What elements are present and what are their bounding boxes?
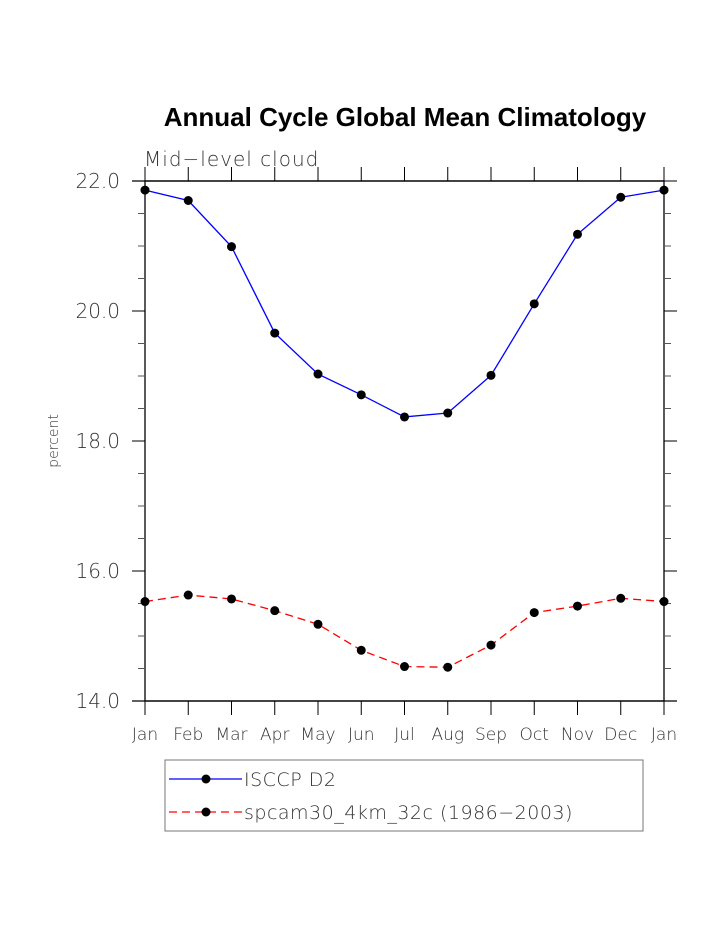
y-tick-label: 18.0 [75, 429, 120, 453]
x-tick-label: Apr [260, 725, 289, 745]
x-tick-label: Jan [132, 725, 158, 745]
data-point [616, 192, 626, 202]
data-point [183, 590, 193, 600]
data-point [270, 328, 280, 338]
x-tick-label: May [300, 725, 335, 745]
data-point [529, 299, 539, 309]
legend-marker-spcam [201, 807, 211, 817]
data-point [313, 619, 323, 629]
legend-label-isccp: ISCCP D2 [244, 769, 336, 791]
data-point [270, 606, 280, 616]
data-point [486, 370, 496, 380]
data-point [400, 412, 409, 422]
data-point [659, 185, 669, 195]
y-tick-label: 22.0 [75, 169, 120, 193]
data-point [529, 608, 539, 618]
data-point [227, 242, 236, 252]
plot-frame [144, 180, 665, 702]
legend: ISCCP D2 spcam30_4km_32c (1986−2003) [164, 759, 644, 832]
plot-axes [132, 167, 677, 715]
data-point [443, 662, 453, 672]
series-line-1 [144, 594, 665, 668]
x-tick-label: Dec [604, 725, 637, 745]
data-point [140, 597, 150, 607]
legend-marker-isccp [201, 774, 211, 784]
data-point [183, 196, 193, 205]
x-tick-label: Feb [173, 725, 203, 745]
y-tick-label: 14.0 [75, 689, 120, 713]
x-tick-label: Oct [520, 725, 549, 745]
x-tick-label: Mar [215, 725, 247, 745]
legend-label-spcam: spcam30_4km_32c (1986−2003) [244, 802, 573, 824]
data-point [486, 640, 496, 650]
x-tick-label: Sep [475, 725, 507, 745]
legend-box [164, 759, 644, 832]
chart-title: Annual Cycle Global Mean Climatology [164, 102, 647, 132]
data-point [140, 185, 150, 195]
x-tick-labels: Jan Feb Mar Apr May Jun Jul Aug Sep Oct Nov Dec Jan [132, 725, 677, 745]
data-point [616, 593, 626, 603]
x-tick-label: Jun [348, 725, 375, 745]
data-point [573, 601, 582, 611]
data-point [356, 390, 366, 400]
y-axis-label: percent [46, 414, 62, 468]
y-tick-label: 16.0 [75, 559, 120, 583]
data-point [659, 597, 669, 607]
data-point [573, 229, 582, 239]
data-point [313, 369, 323, 379]
x-tick-label: Nov [561, 725, 594, 745]
x-tick-label: Jan [651, 725, 677, 745]
data-point [227, 594, 236, 604]
data-point [400, 662, 409, 672]
y-tick-labels: 14.0 16.0 18.0 20.0 22.0 [75, 169, 120, 713]
series-line-0 [144, 189, 665, 418]
data-point [443, 408, 453, 418]
y-tick-label: 20.0 [75, 299, 120, 323]
x-tick-label: Aug [431, 725, 464, 745]
series-group [140, 185, 669, 672]
data-point [356, 645, 366, 655]
x-tick-label: Jul [394, 725, 415, 745]
